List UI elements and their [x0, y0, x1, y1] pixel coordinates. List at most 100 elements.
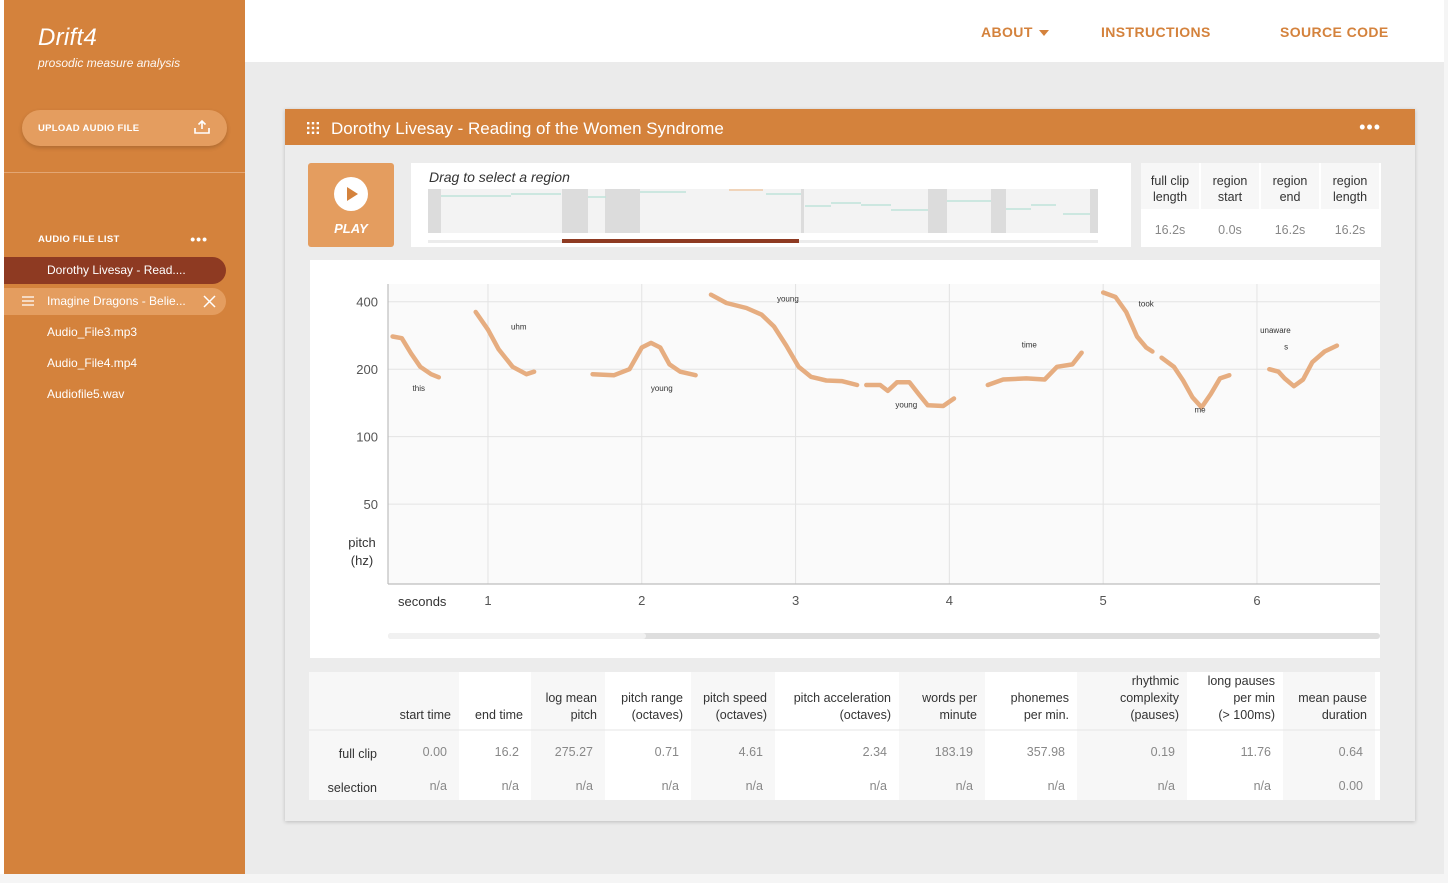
stats-value: n/a [956, 779, 973, 793]
upload-audio-label: UPLOAD AUDIO FILE [38, 122, 140, 134]
app-subtitle: prosodic measure analysis [38, 56, 181, 70]
waveform-overview[interactable] [411, 163, 1131, 247]
word-label: took [1139, 300, 1155, 309]
stats-value-cell [459, 730, 531, 800]
chevron-down-icon [1038, 30, 1049, 37]
pitch-contour [864, 379, 957, 409]
stats-value-cell [605, 730, 691, 800]
prosodic-stats-table: start time end time log mean pitch pitch ran… [309, 672, 1380, 800]
clip-col-region-start: region start 0.0s [1201, 163, 1259, 247]
panel-title: Dorothy Livesay - Reading of the Women S… [331, 119, 724, 138]
clip-header-line: start [1217, 190, 1243, 204]
word-label: s [1284, 342, 1288, 351]
stats-value: n/a [662, 779, 679, 793]
stats-value: n/a [430, 779, 447, 793]
pitch-contour [390, 334, 442, 380]
stats-value-cell [1077, 730, 1187, 800]
clip-value: 0.0s [1218, 223, 1242, 237]
stats-value: 357.98 [1027, 745, 1065, 759]
x-tick-label: 5 [1100, 593, 1107, 608]
stats-header-cell [1077, 672, 1187, 730]
play-icon [334, 177, 368, 211]
pitch-chart[interactable]: 400 200 100 50 1 2 3 4 5 6 pitch (hz) seconds this uhm… [310, 260, 1380, 658]
stats-value: n/a [502, 779, 519, 793]
y-tick-label: 100 [356, 430, 378, 445]
stats-value-cell [1187, 730, 1283, 800]
panel-more-icon[interactable]: ••• [1359, 117, 1381, 137]
stats-value: 0.00 [1339, 779, 1363, 793]
stats-header-text: duration [1322, 708, 1367, 722]
clip-col-header: region start [1201, 163, 1259, 209]
stats-header-cell [605, 672, 691, 730]
overview-silence [605, 189, 640, 233]
word-label: me [1194, 406, 1206, 415]
chart-scroll-thumb[interactable] [388, 633, 646, 639]
stats-value-cell [1283, 730, 1375, 800]
stats-value: n/a [870, 779, 887, 793]
stats-header-text: (octaves) [840, 708, 891, 722]
play-button[interactable]: PLAY [308, 163, 394, 247]
grip-icon[interactable] [307, 122, 319, 134]
nav-source-code[interactable]: SOURCE CODE [1280, 24, 1389, 40]
region-selector[interactable]: Drag to select a region [411, 163, 1131, 247]
clip-col-region-end: region end 16.2s [1261, 163, 1319, 247]
pitch-chart-svg[interactable]: 400 200 100 50 1 2 3 4 5 6 pitch (hz) seconds this uhm… [310, 260, 1380, 658]
nav-about-dropdown[interactable]: ABOUT [981, 24, 1049, 40]
overview-hint: Drag to select a region [429, 169, 570, 185]
window-edge [1444, 0, 1448, 883]
file-item-audio-file4[interactable]: Audio_File4.mp4 [4, 350, 245, 377]
file-item-label: Audio_File3.mp3 [47, 325, 138, 339]
clip-col-region-length: region length 16.2s [1321, 163, 1379, 247]
window-bottom-edge [0, 874, 1448, 883]
stats-value: 0.00 [423, 745, 447, 759]
audio-file-list: Dorothy Livesay - Read.... Imagine Drago… [4, 257, 245, 412]
stats-value-cell [383, 730, 459, 800]
y-tick-label: 400 [356, 295, 378, 310]
clip-col-header: full clip length [1141, 163, 1199, 209]
stats-value: n/a [746, 779, 763, 793]
stats-value: 11.76 [1241, 745, 1271, 759]
stats-value: n/a [1158, 779, 1175, 793]
file-item-dorothy-livesay[interactable]: Dorothy Livesay - Read.... [4, 257, 226, 284]
stats-value: 0.71 [655, 745, 679, 759]
stats-header-text: (pauses) [1130, 708, 1179, 722]
pitch-contour [590, 340, 698, 378]
pitch-contour [473, 309, 537, 377]
stats-header-text: per min. [1024, 708, 1069, 722]
word-label: young [895, 400, 917, 409]
top-navigation: ABOUT INSTRUCTIONS SOURCE CODE [245, 0, 1444, 62]
file-item-audio-file3[interactable]: Audio_File3.mp3 [4, 319, 245, 346]
stats-value-cell [985, 730, 1077, 800]
overview-silence [801, 189, 804, 233]
stats-value: 0.64 [1339, 745, 1363, 759]
stats-value: n/a [576, 779, 593, 793]
stats-header-text: end time [475, 708, 523, 722]
stats-value: 275.27 [555, 745, 593, 759]
app-title: Drift4 [38, 24, 98, 51]
drag-handle-icon[interactable] [22, 296, 34, 306]
pitch-contour [708, 292, 860, 388]
stats-value-cell [531, 730, 605, 800]
clip-col-header: region length [1321, 163, 1379, 209]
clip-header-line: end [1279, 190, 1301, 204]
stats-header-text: minute [939, 708, 977, 722]
sidebar-divider [4, 172, 245, 173]
word-label: young [777, 295, 799, 304]
clip-header-line: region [1212, 174, 1248, 188]
upload-audio-button[interactable]: UPLOAD AUDIO FILE [22, 110, 227, 146]
file-item-imagine-dragons[interactable]: Imagine Dragons - Belie... [4, 288, 226, 315]
overview-scroll-thumb[interactable] [562, 239, 799, 243]
close-icon[interactable] [203, 295, 216, 308]
overview-silence [928, 189, 947, 233]
stats-value: 183.19 [935, 745, 973, 759]
upload-icon [194, 119, 210, 134]
file-item-audiofile5[interactable]: Audiofile5.wav [4, 381, 245, 408]
stats-value-cell [691, 730, 775, 800]
nav-instructions[interactable]: INSTRUCTIONS [1101, 24, 1211, 40]
y-axis-label: (hz) [351, 553, 373, 568]
stats-header-cell [383, 672, 459, 730]
clip-header-line: length [1152, 190, 1188, 204]
clip-header-line: region [1272, 174, 1308, 188]
stats-row-label: selection [328, 781, 377, 795]
file-list-more-icon[interactable]: ••• [190, 231, 208, 247]
